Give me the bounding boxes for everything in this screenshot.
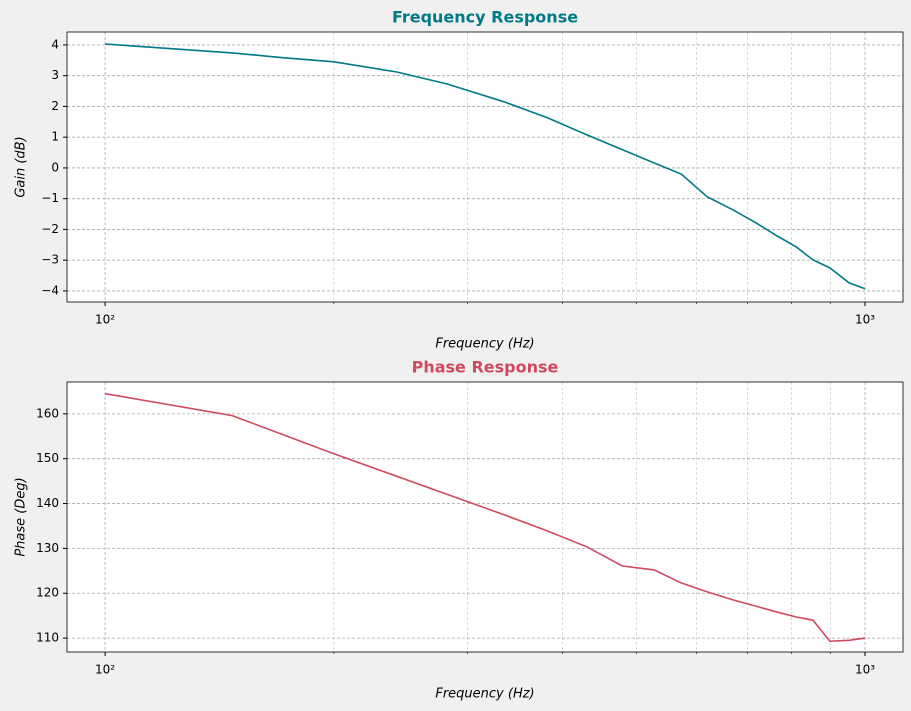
plot-area	[67, 382, 903, 652]
y-tick-label: 140	[36, 496, 59, 510]
axes-frame	[66, 381, 904, 653]
y-tick-label: 110	[36, 631, 59, 645]
axes-frame	[66, 31, 904, 303]
x-axis-label: Frequency (Hz)	[435, 337, 534, 352]
x-tick-label: 10²	[95, 313, 115, 327]
y-tick-label: 150	[36, 451, 59, 465]
chart-title: Phase Response	[412, 358, 559, 377]
x-tick-label: 10³	[855, 663, 875, 677]
y-axis-label: Phase (Deg)	[14, 477, 29, 556]
x-tick-label: 10²	[95, 663, 115, 677]
data-line	[104, 392, 866, 643]
y-tick-label: 2	[51, 99, 59, 113]
x-tick-label: 10³	[855, 313, 875, 327]
y-tick-label: 120	[36, 586, 59, 600]
chart-title: Frequency Response	[392, 8, 578, 27]
y-tick-label: −3	[41, 253, 59, 267]
data-line	[105, 43, 866, 290]
y-tick-label: 0	[51, 160, 59, 174]
y-tick-label: 130	[36, 541, 59, 555]
y-axis-label: Gain (dB)	[14, 136, 29, 197]
y-tick-label: 1	[51, 130, 59, 144]
y-tick-label: 4	[51, 37, 59, 51]
y-tick-label: −2	[41, 222, 59, 236]
y-tick-label: 3	[51, 68, 59, 82]
y-tick-label: −4	[41, 283, 59, 297]
y-tick-label: 160	[36, 406, 59, 420]
y-tick-label: −1	[41, 191, 59, 205]
plot-area	[67, 32, 903, 302]
x-axis-label: Frequency (Hz)	[435, 687, 534, 702]
